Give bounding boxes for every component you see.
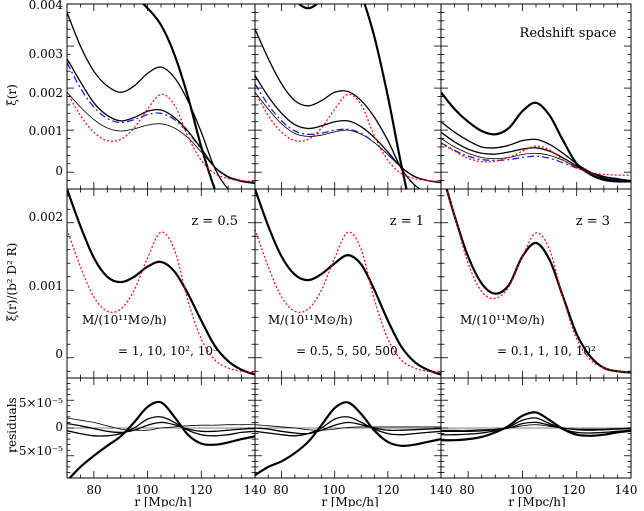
x-tick-label: 120 — [563, 483, 586, 497]
model-curve — [255, 424, 441, 431]
model-curve — [141, 4, 216, 189]
x-axis-labels: 80 100 120 140 80 100 120 140 80 100 120… — [86, 483, 638, 509]
model-curve — [441, 91, 631, 183]
mass-header: M/(10¹¹M⊙/h) — [268, 313, 353, 327]
y-tick-label: 0.001 — [29, 124, 63, 138]
model-curve — [67, 421, 255, 434]
model-curve — [441, 131, 631, 182]
row-label-top: ξ(r) — [5, 84, 19, 106]
x-tick-label: 80 — [459, 483, 474, 497]
mass-values: = 0.5, 5, 50, 500 — [296, 344, 398, 358]
panel-frame — [254, 3, 442, 190]
x-tick-label: 80 — [86, 483, 101, 497]
x-tick-label: 140 — [615, 483, 638, 497]
dashed-blue-curve — [67, 62, 255, 184]
model-curve — [441, 138, 631, 181]
model-curve — [67, 58, 255, 185]
x-axis-title: r [Mpc/h] — [134, 495, 191, 507]
row-label-bottom: residuals — [5, 397, 19, 452]
model-curve — [255, 28, 422, 189]
redshift-space-label: Redshift space — [520, 26, 617, 41]
x-tick-label: 140 — [430, 483, 453, 497]
model-curve — [441, 421, 631, 432]
y-tick-label: 0 — [55, 420, 63, 434]
model-curve — [255, 189, 441, 376]
z-label: z = 0.5 — [191, 214, 238, 229]
z-label: z = 3 — [576, 214, 610, 229]
x-tick-label: 120 — [190, 483, 213, 497]
x-tick-label: 100 — [323, 483, 346, 497]
mass-values: = 0.1, 1, 10, 10² — [497, 344, 596, 358]
model-curve — [255, 75, 441, 184]
model-curve — [67, 12, 230, 189]
model-curve — [67, 92, 255, 184]
model-curve — [441, 417, 631, 436]
y-tick-label: 0.002 — [29, 210, 63, 224]
plot-layer — [66, 3, 632, 479]
y-tick-label: 0.002 — [29, 86, 63, 100]
model-curve — [255, 421, 441, 435]
y-tick-label: 0 — [55, 347, 63, 361]
linear-theory-curve — [255, 229, 441, 374]
z-label: z = 1 — [390, 214, 424, 229]
panel-frame — [66, 3, 256, 190]
model-curve — [297, 4, 408, 189]
mass-header: M/(10¹¹M⊙/h) — [82, 313, 167, 327]
mass-header: M/(10¹¹M⊙/h) — [460, 313, 545, 327]
x-axis-title: r [Mpc/h] — [508, 495, 565, 507]
x-tick-label: 100 — [136, 483, 159, 497]
model-curve — [441, 411, 631, 442]
x-tick-label: 120 — [377, 483, 400, 497]
row-label-middle: ξ(r)/(b² D² R) — [5, 243, 19, 322]
model-curve — [68, 400, 255, 478]
y-tick-label: −5×10⁻⁵ — [9, 444, 63, 458]
x-tick-label: 80 — [273, 483, 288, 497]
y-tick-label: 0.001 — [29, 279, 63, 293]
model-curve — [445, 189, 631, 374]
x-tick-label: 140 — [244, 483, 267, 497]
model-curve — [441, 121, 631, 183]
linear-theory-curve — [446, 189, 631, 374]
linear-theory-curve — [441, 143, 631, 176]
dashed-blue-curve — [255, 83, 441, 184]
dashed-blue-curve — [441, 142, 631, 182]
x-axis-title: r [Mpc/h] — [321, 495, 378, 507]
y-tick-label: 0.003 — [29, 47, 63, 61]
model-curve — [255, 92, 441, 184]
x-tick-label: 100 — [510, 483, 533, 497]
model-curve — [441, 424, 631, 431]
y-tick-label: 5×10⁻⁵ — [19, 396, 63, 410]
y-tick-label: 0.004 — [29, 0, 64, 12]
model-curve — [67, 416, 255, 437]
y-tick-label: 0 — [55, 164, 63, 178]
mass-values: = 1, 10, 10², 10³ — [118, 344, 218, 358]
model-curve — [255, 401, 441, 477]
model-curve — [255, 416, 441, 437]
model-curve — [67, 189, 255, 376]
linear-theory-curve — [67, 91, 255, 182]
linear-theory-curve — [255, 91, 441, 182]
model-curve — [67, 417, 255, 431]
